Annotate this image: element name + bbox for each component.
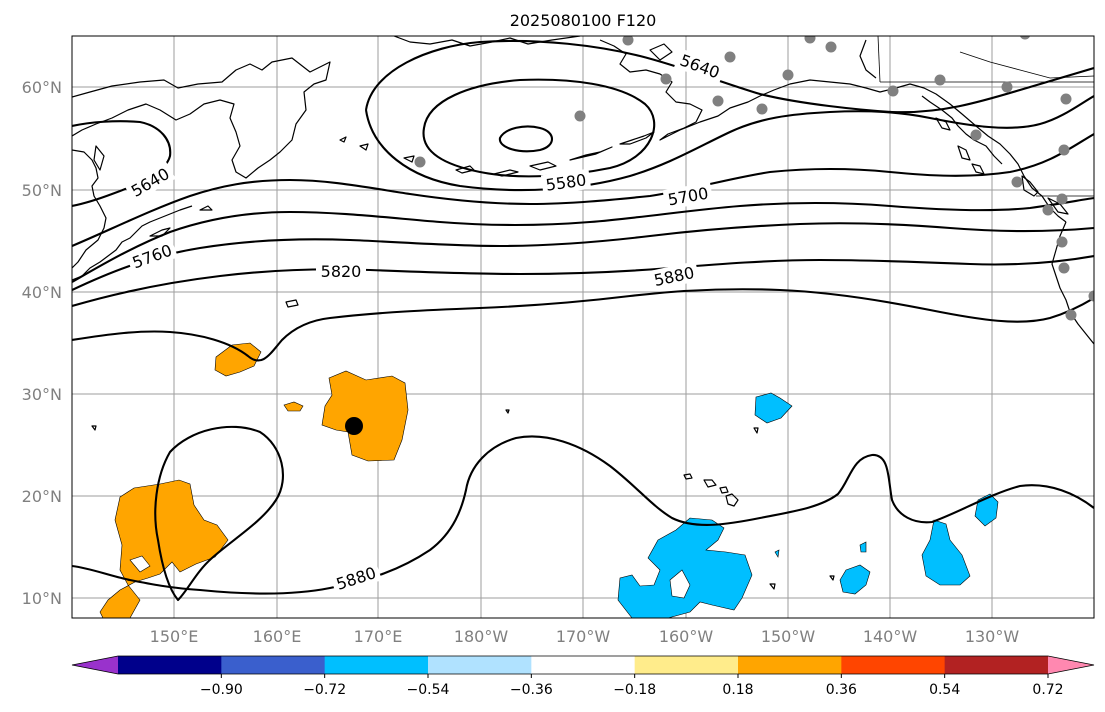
anomaly-negative-5	[974, 493, 999, 527]
station-dot	[712, 95, 724, 107]
colorbar-segment	[428, 656, 532, 674]
height-contours	[72, 39, 1094, 602]
station-dot	[1056, 193, 1068, 205]
station-dot	[887, 85, 899, 97]
station-markers	[414, 36, 1094, 321]
colorbar-segment	[738, 656, 842, 674]
lat-label: 50°N	[22, 181, 62, 200]
station-dot	[970, 129, 982, 141]
station-dot	[1019, 36, 1031, 40]
colorbar-segment	[221, 656, 326, 674]
lat-label: 10°N	[22, 589, 62, 608]
colorbar-tick-label: −0.72	[303, 682, 346, 698]
positive-anomaly-shading	[99, 342, 409, 618]
lat-label: 60°N	[22, 78, 62, 97]
station-dot	[1065, 309, 1077, 321]
station-dot	[1001, 81, 1013, 93]
colorbar-segment	[944, 656, 1049, 674]
longitude-labels: 150°E 160°E 170°E 180°W 170°W 160°W 150°…	[150, 627, 1020, 646]
latitude-labels: 10°N 20°N 30°N 40°N 50°N 60°N	[22, 78, 62, 608]
lon-label: 180°W	[454, 627, 509, 646]
contour-5640	[364, 39, 1094, 114]
lat-label: 20°N	[22, 487, 62, 506]
station-dot	[1058, 262, 1070, 274]
station-dot	[724, 51, 736, 63]
coastlines	[72, 36, 1094, 590]
colorbar-tick-label: 0.18	[722, 682, 753, 698]
anomaly-positive-2	[283, 401, 304, 412]
contour-5760	[72, 196, 1094, 283]
colorbar-segment	[118, 656, 222, 674]
colorbar-tick-label: −0.36	[510, 682, 553, 698]
gridlines	[72, 36, 1094, 618]
station-dot	[414, 156, 426, 168]
anomaly-negative-4	[921, 519, 971, 586]
station-dot	[1011, 176, 1023, 188]
station-dot	[1056, 236, 1068, 248]
lon-label: 170°E	[354, 627, 403, 646]
contour-5880-south	[72, 435, 1094, 595]
anomaly-negative-3	[839, 564, 871, 595]
colorbar-extend-right	[1048, 656, 1094, 674]
contour-5820	[72, 254, 1094, 308]
colorbar-tick-label: 0.72	[1032, 682, 1063, 698]
lon-label: 150°E	[150, 627, 199, 646]
colorbar-extend-left	[72, 656, 118, 674]
lon-label: 140°W	[863, 627, 918, 646]
colorbar-tick-label: 0.54	[929, 682, 960, 698]
station-dot	[934, 74, 946, 86]
colorbar-segment	[634, 656, 739, 674]
map-title: 2025080100 F120	[510, 11, 657, 30]
station-dot	[756, 103, 768, 115]
station-dot	[782, 69, 794, 81]
lat-label: 40°N	[22, 283, 62, 302]
colorbar-segment	[531, 656, 636, 674]
station-dot	[825, 41, 837, 53]
station-dot	[574, 110, 586, 122]
contour-5880-north	[72, 288, 1094, 362]
lon-label: 160°E	[253, 627, 302, 646]
lat-label: 30°N	[22, 385, 62, 404]
station-dot	[1058, 144, 1070, 156]
contour-label-5820: 5820	[321, 262, 362, 281]
contour-5580	[422, 78, 656, 178]
map-frame	[71, 35, 1095, 619]
storm-center-marker	[345, 417, 363, 435]
colorbar-tick-label: −0.18	[613, 682, 656, 698]
anomaly-positive-3	[321, 370, 409, 462]
contour-5700	[72, 133, 1094, 247]
negative-anomaly-shading	[617, 392, 999, 618]
lon-label: 170°W	[556, 627, 611, 646]
colorbar: −0.90 −0.72 −0.54 −0.36 −0.18 0.18 0.36 0.54 0.7…	[71, 655, 1095, 698]
colorbar-tick-label: −0.90	[200, 682, 243, 698]
station-dot	[622, 36, 634, 46]
anomaly-positive-4	[99, 479, 229, 618]
lon-label: 160°W	[659, 627, 714, 646]
station-dot	[1088, 290, 1094, 302]
station-dot	[804, 36, 816, 44]
anomaly-negative-2	[617, 517, 753, 618]
anomaly-positive-1	[214, 342, 262, 377]
colorbar-tick-label: −0.54	[407, 682, 450, 698]
station-dot	[660, 73, 672, 85]
colorbar-segment	[324, 656, 429, 674]
contour-5640-west	[72, 120, 172, 208]
station-dot	[1060, 93, 1072, 105]
lon-label: 130°W	[965, 627, 1020, 646]
contour-low-inner	[498, 125, 554, 153]
colorbar-tick-label: 0.36	[826, 682, 857, 698]
contour-5880-loop	[154, 425, 284, 602]
anomaly-negative-1	[754, 392, 793, 424]
colorbar-segment	[841, 656, 946, 674]
lon-label: 150°W	[761, 627, 816, 646]
station-dot	[1042, 204, 1054, 216]
